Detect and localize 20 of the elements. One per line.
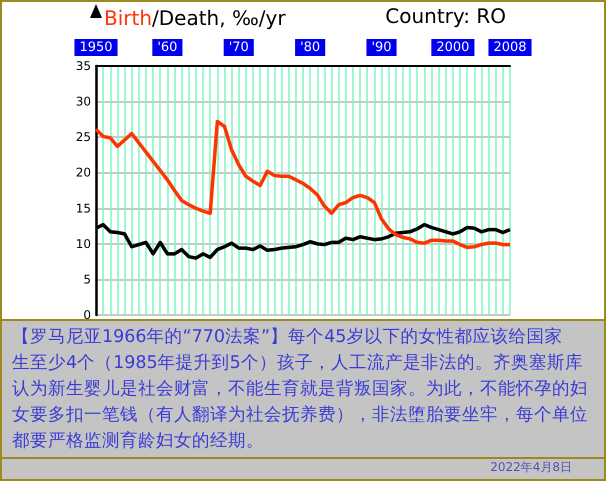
y-tick-label: 20	[76, 166, 91, 180]
x-tick-label: 2000	[436, 40, 470, 55]
text: 【罗马尼亚1966年的“770法案”】每个45岁以下的女性都应该给国家生至少4个（1985年提升到5个）孩子，人工流产是非法的。齐奥塞斯库认为新生婴儿是社会财富，不能生育就是背叛国家。为此，不能怀孕的妇女要多扣一笔钱（有人翻译为社会抚养费），非法堕胎要坐牢，每个单位都要严格监测育龄妇女的经期。	[12, 326, 588, 451]
y-tick-label: 35	[76, 59, 91, 73]
y-tick-label: 15	[76, 201, 91, 216]
x-tick-label: '90	[371, 40, 392, 55]
x-tick-label: '80	[300, 40, 320, 55]
y-tick-label: 10	[76, 236, 91, 251]
x-tick-label: '70	[228, 40, 249, 55]
line-series	[94, 120, 512, 250]
x-tick-label: 1950	[79, 40, 113, 55]
y-tick-label: 5	[83, 272, 91, 286]
text: 2022年4月8日	[490, 460, 572, 474]
chart-title: Country: RO	[385, 4, 506, 28]
y-tick-label: 30	[76, 94, 91, 109]
y-tick-label: 25	[76, 130, 91, 144]
x-tick-label: '60	[157, 40, 178, 55]
y-tick-label: 0	[83, 308, 91, 322]
x-tick-label: 2008	[493, 40, 527, 55]
y-axis-title: Birth/Death, ‰/yr	[104, 6, 286, 30]
